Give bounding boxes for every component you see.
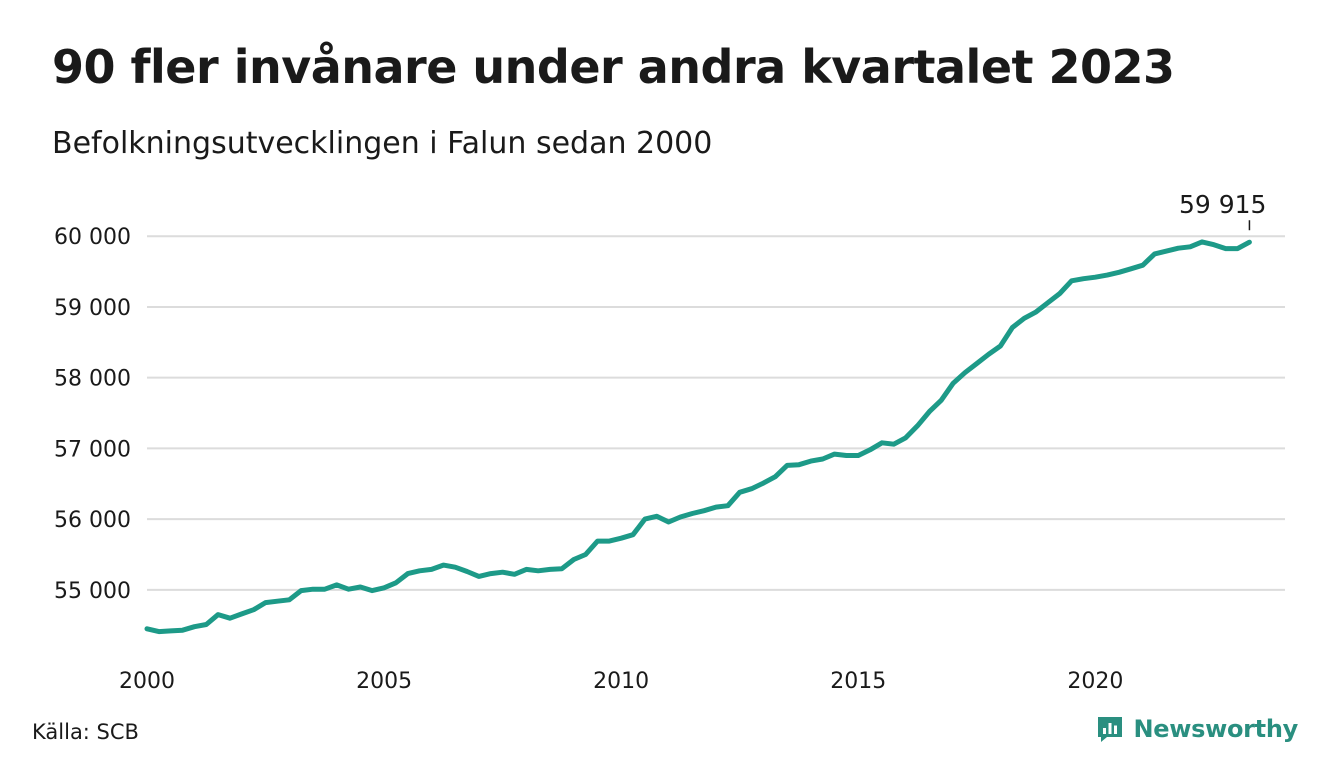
grid-lines	[147, 235, 1285, 591]
source-note: Källa: SCB	[32, 720, 139, 744]
x-tick-label: 2000	[119, 669, 175, 694]
chart-subtitle: Befolkningsutvecklingen i Falun sedan 20…	[52, 126, 713, 161]
y-tick-label: 56 000	[54, 508, 131, 533]
x-tick-label: 2015	[830, 669, 886, 694]
series-layer	[144, 239, 1252, 635]
x-axis-ticks: 2000 2005 2010 2015 2020	[119, 669, 1123, 694]
brand-name: Newsworthy	[1133, 715, 1298, 743]
brand[interactable]: Newsworthy	[1095, 714, 1298, 744]
newsworthy-logo-icon	[1098, 717, 1123, 742]
chart-title: 90 fler invånare under andra kvartalet 2…	[52, 40, 1175, 94]
y-tick-label: 57 000	[54, 437, 131, 462]
end-value-label: 59 915	[1179, 190, 1266, 219]
y-axis-ticks: 55 000 56 000 57 000 58 000 59 000 60 000	[54, 225, 131, 604]
series-line	[144, 239, 1252, 635]
x-tick-label: 2005	[356, 669, 412, 694]
y-tick-label: 58 000	[54, 367, 131, 392]
x-tick-label: 2010	[593, 669, 649, 694]
annotations: 59 915	[1179, 190, 1266, 231]
y-tick-label: 60 000	[54, 225, 131, 250]
y-tick-label: 59 000	[54, 296, 131, 321]
x-tick-label: 2020	[1067, 669, 1123, 694]
y-tick-label: 55 000	[54, 579, 131, 604]
